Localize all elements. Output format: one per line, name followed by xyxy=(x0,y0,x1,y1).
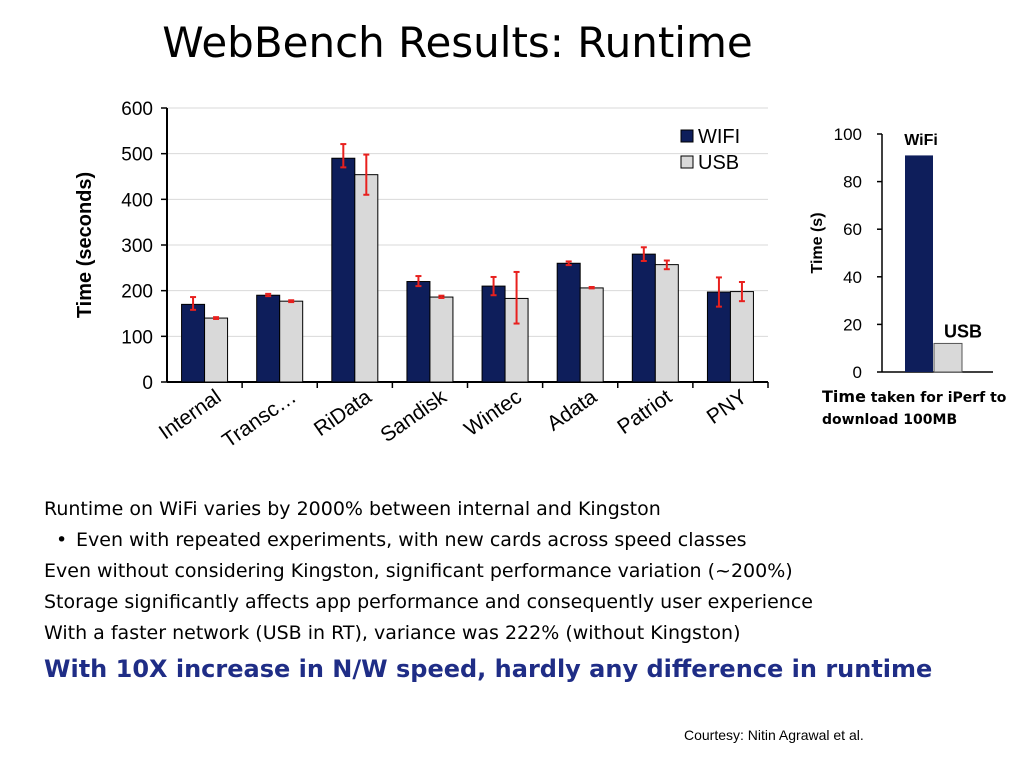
bar-wifi xyxy=(256,294,281,383)
bar-wifi xyxy=(556,262,581,383)
y-tick-label: 500 xyxy=(121,145,153,166)
y-axis-label: Time (seconds) xyxy=(74,172,96,318)
x-tick-label: RiData xyxy=(310,385,376,441)
bar-wifi xyxy=(406,281,431,383)
iperf-caption-rest: taken for iPerf to download 100MB xyxy=(822,390,1007,428)
bullet-item: Even without considering Kingston, signi… xyxy=(44,560,793,582)
y-tick-label: 200 xyxy=(121,282,153,303)
y-axis-label: Time (s) xyxy=(809,212,826,273)
bullet-item: With a faster network (USB in RT), varia… xyxy=(44,622,741,644)
bar-wifi xyxy=(481,285,506,383)
y-tick-label: 400 xyxy=(121,190,153,211)
runtime-bar-chart: 0 100 200 300 400 500 600 Time (seconds) Interna… xyxy=(74,99,769,453)
bar-usb xyxy=(279,300,304,383)
x-tick-label: Transc… xyxy=(218,385,300,452)
y-tick-label: 80 xyxy=(843,173,862,192)
y-tick-label: 600 xyxy=(121,99,153,120)
y-tick-label: 0 xyxy=(853,363,862,382)
y-tick-label: 20 xyxy=(843,315,862,334)
y-tick-label: 40 xyxy=(843,268,862,287)
bullet-list: Runtime on WiFi varies by 2000% between … xyxy=(44,494,1014,689)
x-tick-label: Adata xyxy=(543,385,601,436)
bar-usb xyxy=(429,296,454,383)
sub-bullet-item: • Even with repeated experiments, with ne… xyxy=(44,525,1014,556)
x-tick-label: Patriot xyxy=(613,385,676,439)
x-tick-label: PNY xyxy=(703,385,752,429)
legend-swatch-usb xyxy=(680,155,694,169)
y-tick-label: 60 xyxy=(843,220,862,239)
bullet-item: Storage significantly affects app perfor… xyxy=(44,591,813,613)
iperf-caption: Time taken for iPerf to download 100MB xyxy=(822,386,1022,431)
bar-wifi xyxy=(905,155,933,372)
bar-label: WiFi xyxy=(904,132,938,149)
x-tick-label: Internal xyxy=(155,385,226,444)
x-tick-label: Wintec xyxy=(460,385,526,441)
bar-wifi xyxy=(631,253,656,383)
x-tick-label: Sandisk xyxy=(376,385,451,447)
y-tick-label: 100 xyxy=(121,327,153,348)
bar-wifi xyxy=(181,303,206,383)
courtesy-note: Courtesy: Nitin Agrawal et al. xyxy=(684,727,864,743)
slide-title: WebBench Results: Runtime xyxy=(162,18,753,67)
y-tick-label: 300 xyxy=(121,236,153,257)
bullet-dot-icon: • xyxy=(56,529,68,551)
iperf-bar-chart: 0 20 40 60 80 100 Time (s) WiFi USB xyxy=(809,125,993,382)
legend-label-wifi: WIFI xyxy=(698,126,740,148)
bullet-item: Runtime on WiFi varies by 2000% between … xyxy=(44,498,661,520)
bar-usb xyxy=(204,317,229,383)
bar-usb xyxy=(729,291,754,383)
y-tick-label: 0 xyxy=(142,373,153,394)
emphasis-statement: With 10X increase in N/W speed, hardly a… xyxy=(44,655,933,683)
sub-bullet-text: Even with repeated experiments, with new… xyxy=(76,529,747,551)
legend-swatch-wifi xyxy=(680,129,694,143)
iperf-caption-lead: Time xyxy=(822,387,866,406)
y-tick-label: 100 xyxy=(834,125,862,144)
bar-usb xyxy=(933,342,963,373)
bar-wifi xyxy=(331,157,356,383)
bar-usb xyxy=(654,264,679,383)
bar-usb xyxy=(579,287,604,383)
bar-usb xyxy=(354,174,379,383)
bar-label: USB xyxy=(944,321,982,341)
legend-label-usb: USB xyxy=(698,152,739,174)
